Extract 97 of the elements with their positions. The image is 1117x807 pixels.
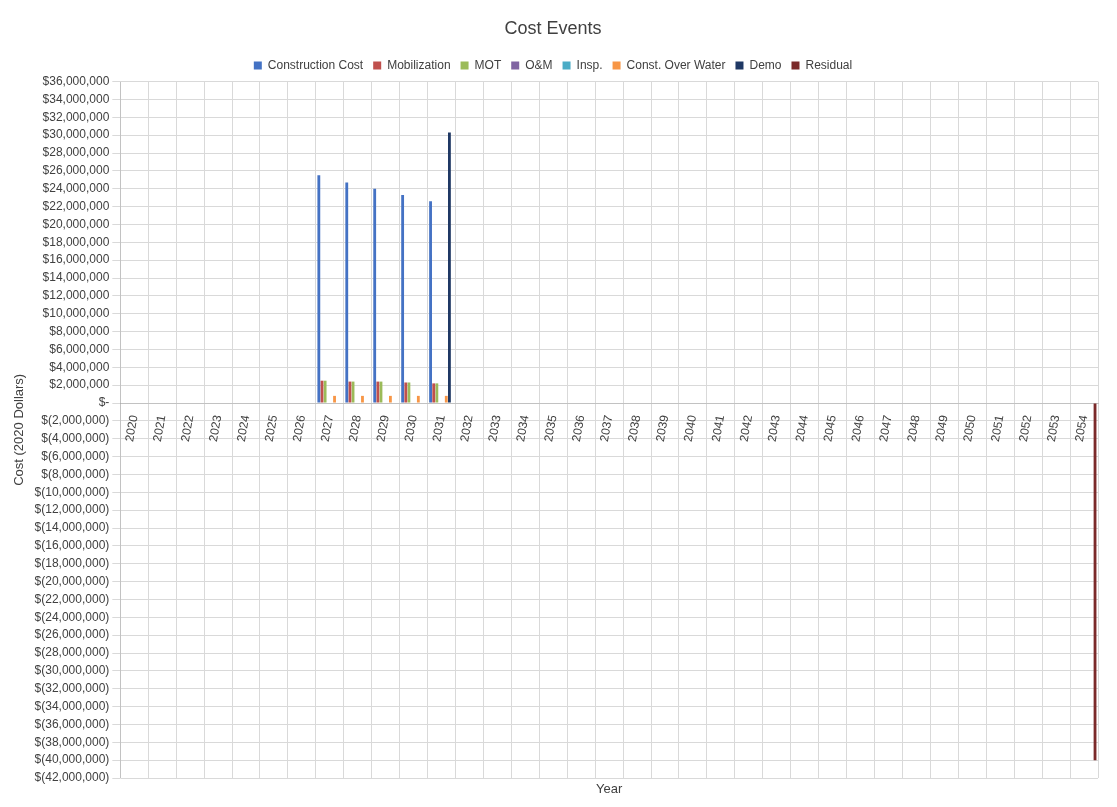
- legend-label: Construction Cost: [267, 57, 364, 72]
- x-tick-label: 2024: [233, 413, 253, 443]
- y-tick-label: $6,000,000: [49, 341, 110, 356]
- y-tick-label: $(36,000,000): [34, 716, 110, 731]
- x-tick-label: 2034: [513, 413, 532, 443]
- y-tick-label: $16,000,000: [42, 252, 110, 267]
- y-tick-label: $(14,000,000): [34, 520, 110, 535]
- legend-label: Demo: [749, 57, 782, 72]
- y-tick-label: $(2,000,000): [41, 413, 110, 428]
- chart-title: Cost Events: [504, 17, 602, 38]
- y-tick-label: $(26,000,000): [34, 627, 110, 642]
- y-tick-label: $(42,000,000): [34, 770, 110, 785]
- x-tick-label: 2051: [988, 413, 1007, 443]
- x-tick-label: 2052: [1015, 413, 1035, 443]
- legend-label: O&M: [525, 57, 553, 72]
- bar: [333, 395, 336, 403]
- y-tick-label: $26,000,000: [42, 163, 110, 178]
- bar: [373, 188, 377, 403]
- y-tick-label: $32,000,000: [42, 109, 110, 124]
- y-tick-label: $28,000,000: [42, 145, 110, 160]
- x-tick-label: 2022: [177, 413, 197, 443]
- y-tick-label: $(24,000,000): [34, 609, 110, 624]
- y-tick-label: $2,000,000: [49, 377, 110, 392]
- x-tick-label: 2039: [652, 413, 672, 443]
- y-tick-label: $14,000,000: [42, 270, 110, 285]
- y-tick-label: $10,000,000: [42, 306, 110, 321]
- y-tick-label: $(22,000,000): [34, 591, 110, 606]
- x-tick-label: 2042: [736, 413, 756, 443]
- x-tick-label: 2032: [457, 413, 476, 443]
- y-tick-label: $4,000,000: [49, 359, 110, 374]
- y-tick-label: $18,000,000: [42, 234, 110, 249]
- legend-label: Mobilization: [387, 57, 451, 72]
- x-tick-label: 2025: [261, 413, 281, 443]
- y-tick-label: $30,000,000: [42, 127, 110, 142]
- x-tick-label: 2031: [429, 413, 448, 443]
- legend-label: Insp.: [576, 57, 603, 72]
- y-tick-label: $(30,000,000): [34, 663, 110, 678]
- x-tick-label: 2033: [485, 413, 504, 443]
- x-tick-label: 2023: [205, 413, 225, 443]
- legend-label: MOT: [474, 57, 502, 72]
- x-tick-label: 2054: [1071, 413, 1091, 443]
- y-tick-label: $(12,000,000): [34, 502, 110, 517]
- bar: [401, 194, 405, 403]
- x-tick-label: 2038: [624, 413, 644, 443]
- x-tick-label: 2036: [569, 413, 588, 443]
- y-tick-label: $24,000,000: [42, 181, 110, 196]
- y-tick-label: $(28,000,000): [34, 645, 110, 660]
- y-tick-label: $(38,000,000): [34, 734, 110, 749]
- y-tick-label: $-: [98, 395, 110, 410]
- x-tick-label: 2028: [345, 413, 365, 443]
- x-tick-label: 2035: [541, 413, 560, 443]
- y-tick-label: $8,000,000: [49, 323, 110, 338]
- y-tick-label: $(32,000,000): [34, 681, 110, 696]
- x-tick-label: 2049: [932, 413, 951, 443]
- bar: [416, 395, 420, 403]
- x-tick-label: 2050: [960, 413, 979, 443]
- x-tick-label: 2020: [122, 413, 141, 443]
- bar: [444, 395, 448, 403]
- y-tick-label: $12,000,000: [42, 288, 110, 303]
- x-tick-label: 2046: [848, 413, 867, 443]
- x-tick-label: 2040: [680, 413, 700, 443]
- x-tick-label: 2041: [708, 413, 728, 443]
- legend-label: Residual: [805, 57, 853, 72]
- x-tick-label: 2053: [1043, 413, 1063, 443]
- y-tick-label: $(10,000,000): [34, 484, 110, 499]
- legend-label: Const. Over Water: [626, 57, 726, 72]
- y-tick-label: $(6,000,000): [41, 448, 110, 463]
- x-tick-label: 2045: [820, 413, 839, 443]
- bar: [361, 395, 364, 403]
- x-tick-label: 2044: [792, 413, 811, 443]
- x-tick-label: 2030: [401, 413, 420, 443]
- bar: [345, 182, 349, 403]
- y-tick-label: $(16,000,000): [34, 538, 110, 553]
- x-tick-label: 2029: [373, 413, 392, 443]
- y-tick-label: $(40,000,000): [34, 752, 110, 767]
- x-tick-label: 2047: [876, 413, 895, 443]
- y-tick-label: $36,000,000: [42, 73, 110, 88]
- x-tick-label: 2021: [150, 413, 169, 443]
- x-tick-label: 2048: [904, 413, 923, 443]
- bar: [388, 395, 392, 403]
- y-tick-label: $(8,000,000): [41, 466, 110, 481]
- y-tick-label: $20,000,000: [42, 216, 110, 231]
- y-axis-title: Cost (2020 Dollars): [11, 373, 27, 486]
- bar: [448, 132, 451, 403]
- x-axis-title: Year: [596, 781, 623, 797]
- x-tick-label: 2037: [596, 413, 616, 443]
- y-tick-label: $(18,000,000): [34, 556, 110, 571]
- x-tick-label: 2026: [289, 413, 309, 443]
- y-tick-label: $34,000,000: [42, 91, 110, 106]
- y-tick-label: $(4,000,000): [41, 431, 110, 446]
- bar: [429, 201, 432, 403]
- x-tick-label: 2043: [764, 413, 784, 443]
- y-tick-label: $22,000,000: [42, 198, 110, 213]
- y-tick-label: $(20,000,000): [34, 573, 110, 588]
- y-tick-label: $(34,000,000): [34, 698, 110, 713]
- x-tick-label: 2027: [317, 413, 337, 443]
- bar: [317, 175, 321, 403]
